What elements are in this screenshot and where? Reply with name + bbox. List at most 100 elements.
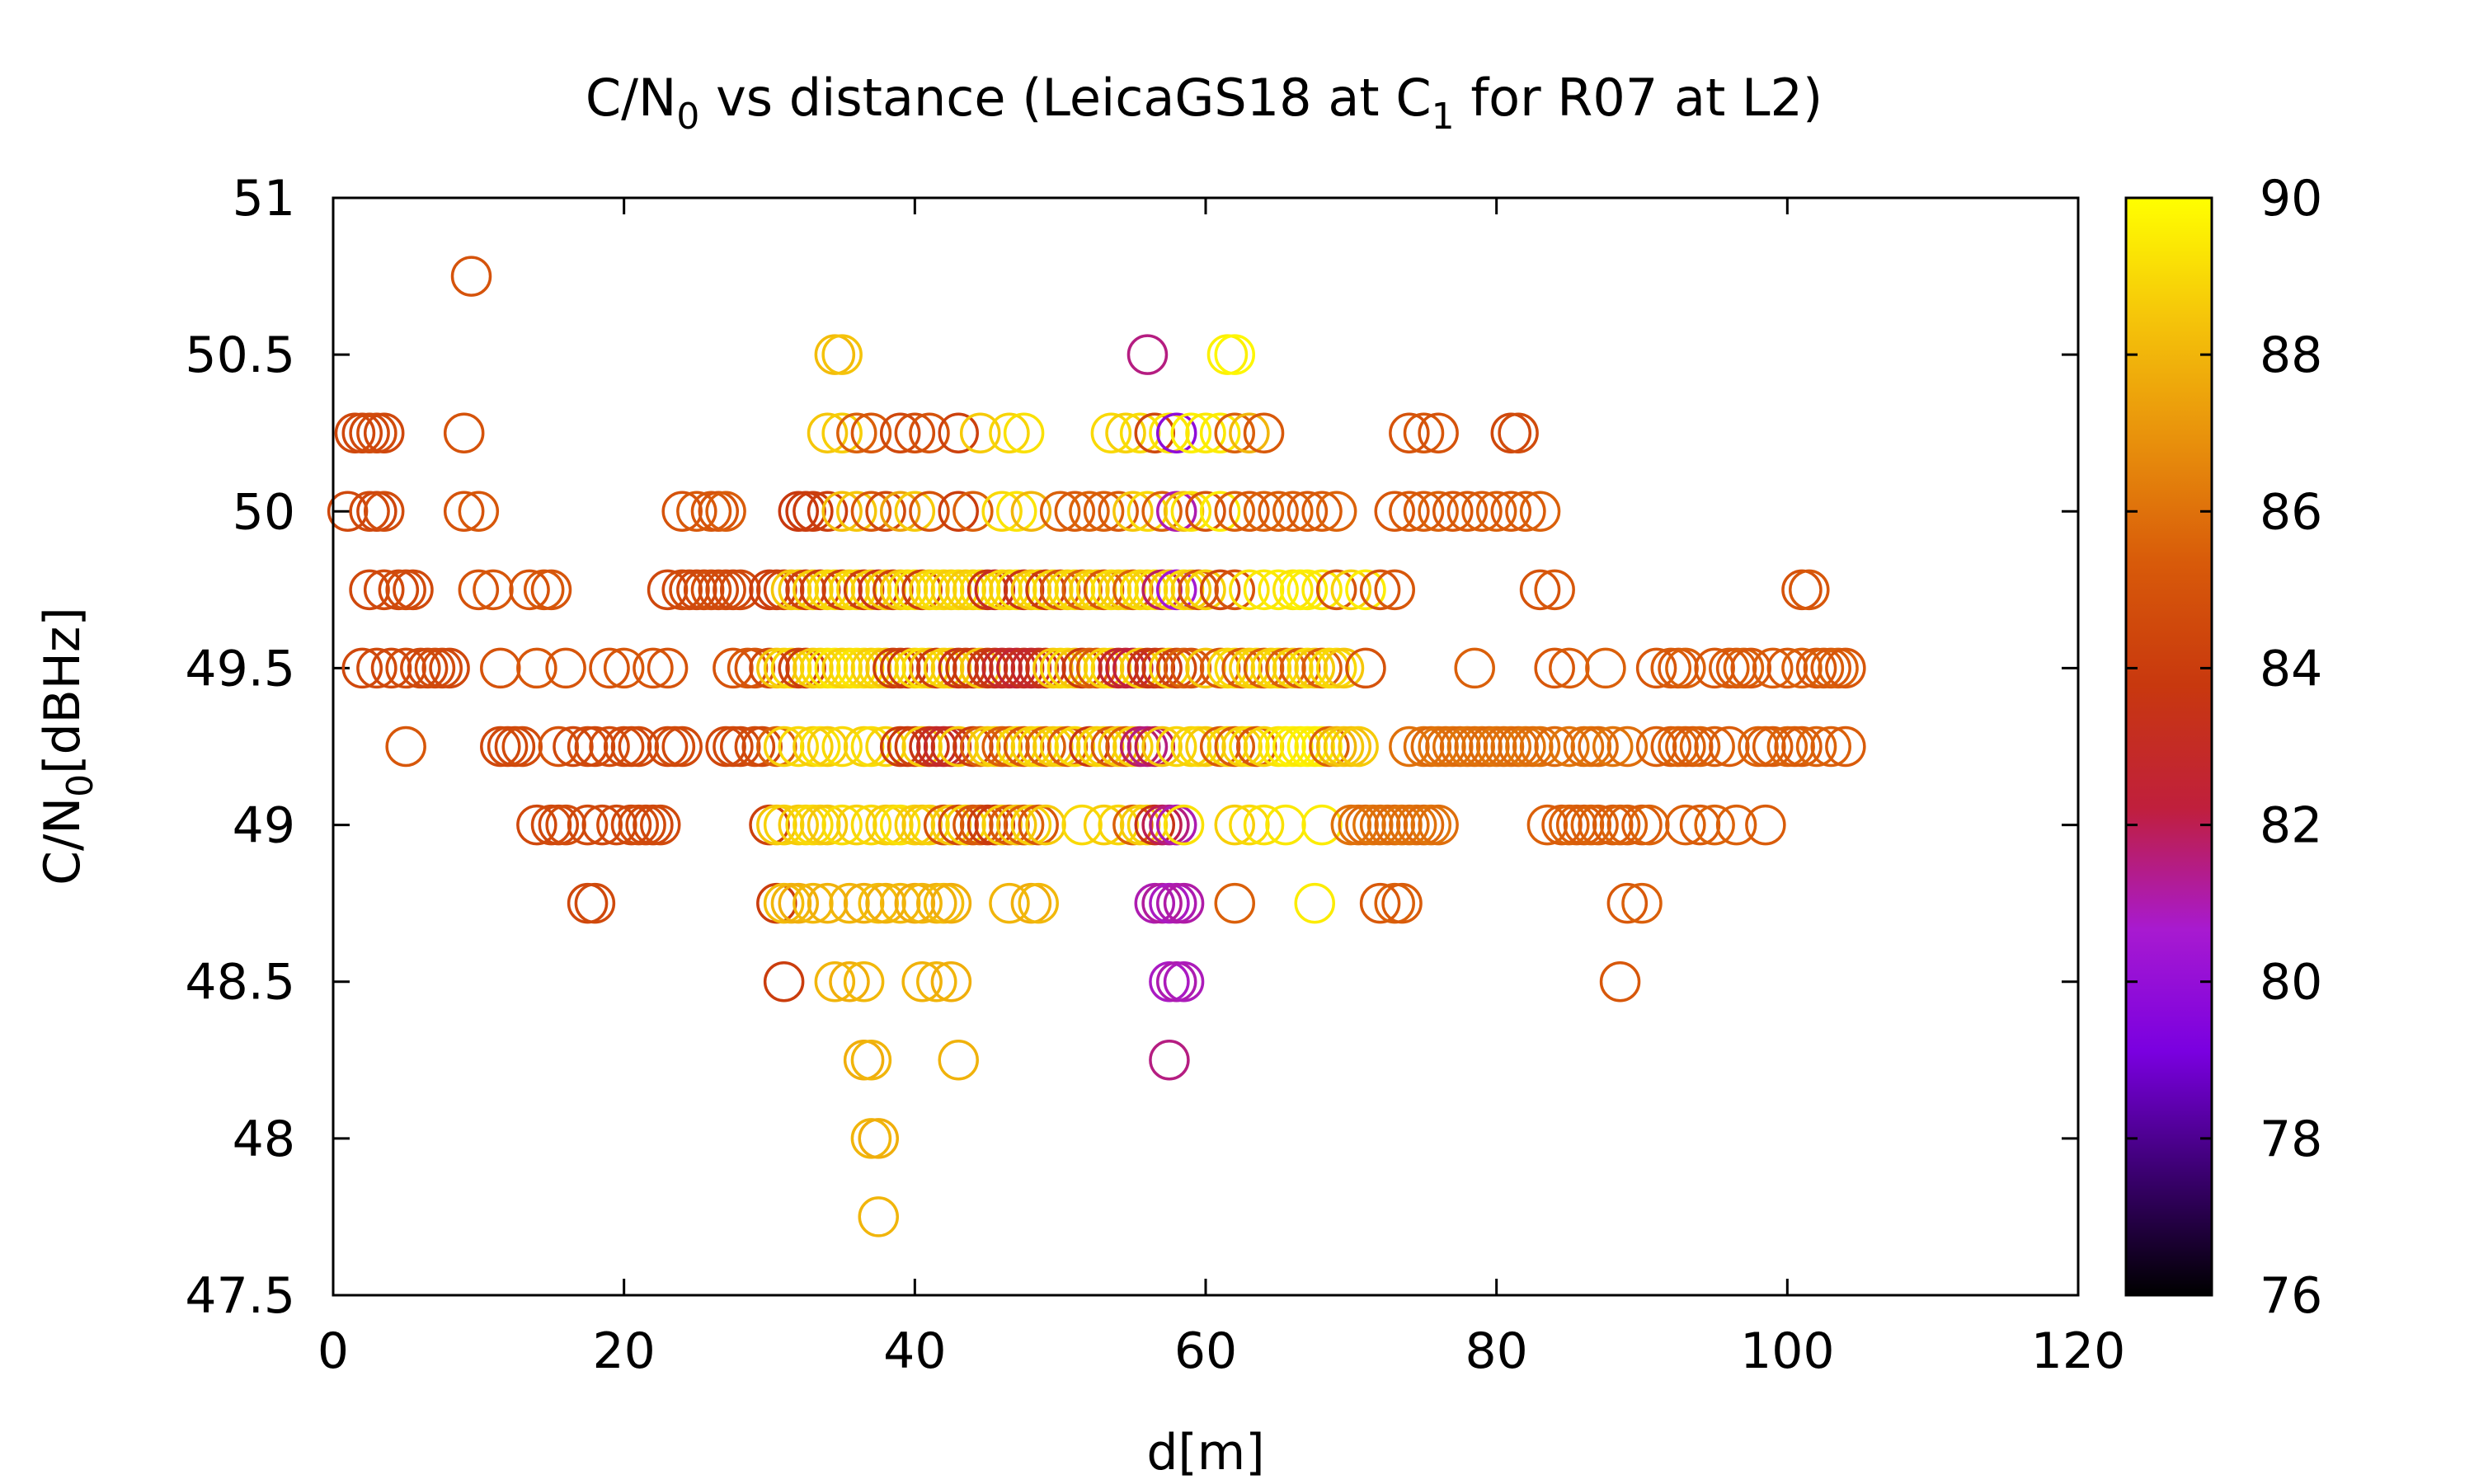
data-point: [1229, 412, 1270, 453]
y-axis-ticks: 47.5 48 48.5 49 49.5 50 50.5 51: [185, 170, 2078, 1325]
data-point: [1694, 804, 1735, 846]
x-tick-label: 0: [317, 1322, 349, 1380]
data-point: [865, 882, 906, 924]
data-point: [865, 726, 906, 768]
data-point: [850, 1040, 892, 1081]
data-point: [829, 960, 870, 1003]
data-point: [879, 804, 921, 846]
data-point: [1432, 491, 1474, 533]
data-point: [1155, 726, 1197, 768]
data-point: [385, 726, 426, 768]
data-point: [1418, 412, 1459, 453]
data-point: [1599, 960, 1641, 1003]
data-point: [1629, 804, 1670, 846]
data-point: [1214, 334, 1256, 375]
x-tick-label: 120: [2031, 1322, 2126, 1380]
data-point: [1112, 491, 1154, 533]
data-point: [1301, 569, 1343, 611]
data-point: [1592, 726, 1634, 768]
data-point: [1272, 491, 1314, 533]
data-point: [901, 960, 943, 1003]
y-tick-label: 47.5: [185, 1267, 295, 1325]
data-point: [850, 804, 892, 846]
data-point: [1389, 726, 1430, 768]
data-point: [1715, 804, 1757, 846]
data-point: [1185, 647, 1226, 689]
data-point: [341, 647, 383, 689]
data-point: [821, 726, 863, 768]
y-tick-label: 50.5: [185, 326, 295, 384]
data-point: [545, 647, 586, 689]
data-point: [1286, 569, 1329, 611]
data-point: [821, 412, 863, 453]
data-point: [1134, 412, 1176, 453]
x-tick-label: 20: [592, 1322, 655, 1380]
y-tick-label: 50: [233, 483, 295, 541]
data-point: [1069, 491, 1110, 533]
data-point: [1185, 726, 1226, 768]
data-point: [1243, 569, 1285, 611]
data-point: [574, 726, 616, 768]
data-point: [1141, 726, 1183, 768]
data-point: [1359, 569, 1401, 611]
data-point: [1825, 726, 1866, 768]
colorbar-tick-label: 78: [2260, 1111, 2322, 1168]
data-point: [981, 491, 1023, 533]
data-point: [1083, 804, 1125, 846]
data-point: [443, 412, 485, 453]
data-point: [1679, 726, 1721, 768]
data-point: [793, 882, 834, 924]
y-tick-label: 48: [233, 1111, 295, 1168]
data-point: [1446, 491, 1489, 533]
data-point: [640, 804, 681, 846]
data-point: [1214, 491, 1256, 533]
data-point: [473, 569, 514, 611]
data-point: [1163, 882, 1205, 924]
data-point: [836, 491, 877, 533]
data-point: [1519, 491, 1561, 533]
data-point: [661, 726, 703, 768]
data-point: [1795, 726, 1837, 768]
data-point: [1163, 960, 1205, 1003]
data-point: [938, 491, 979, 533]
colorbar-tick-label: 84: [2260, 640, 2322, 697]
data-point: [829, 882, 870, 924]
data-point: [1243, 726, 1285, 768]
data-point: [1119, 412, 1161, 453]
data-point: [1214, 412, 1256, 453]
data-point: [938, 412, 979, 453]
data-point: [1061, 804, 1103, 846]
y-tick-label: 49.5: [185, 640, 295, 697]
data-point: [1519, 726, 1561, 768]
data-point: [1418, 804, 1459, 846]
data-point: [1374, 569, 1415, 611]
x-axis-label: d[m]: [1146, 1424, 1264, 1482]
data-point: [1149, 1040, 1190, 1081]
data-point: [1606, 882, 1649, 924]
colorbar-tick-label: 80: [2260, 954, 2322, 1012]
data-point: [821, 334, 863, 375]
data-point: [1083, 491, 1125, 533]
data-point: [603, 647, 645, 689]
data-point: [1199, 491, 1241, 533]
data-point: [894, 491, 936, 533]
data-point: [938, 726, 979, 768]
data-point: [1345, 569, 1386, 611]
data-point: [807, 412, 849, 453]
data-point: [553, 726, 594, 768]
data-point: [1585, 647, 1626, 689]
data-point: [821, 804, 863, 846]
data-point: [1126, 334, 1169, 375]
data-points: [327, 256, 1866, 1237]
data-point: [807, 726, 849, 768]
colorbar-tick-label: 82: [2260, 797, 2322, 855]
plot-frame: [332, 196, 2080, 1297]
colorbar-tick-label: 90: [2260, 170, 2322, 228]
data-point: [996, 491, 1037, 533]
data-point: [1578, 726, 1619, 768]
data-point: [1549, 726, 1590, 768]
data-point: [581, 804, 623, 846]
data-point: [807, 882, 849, 924]
data-point: [538, 726, 580, 768]
